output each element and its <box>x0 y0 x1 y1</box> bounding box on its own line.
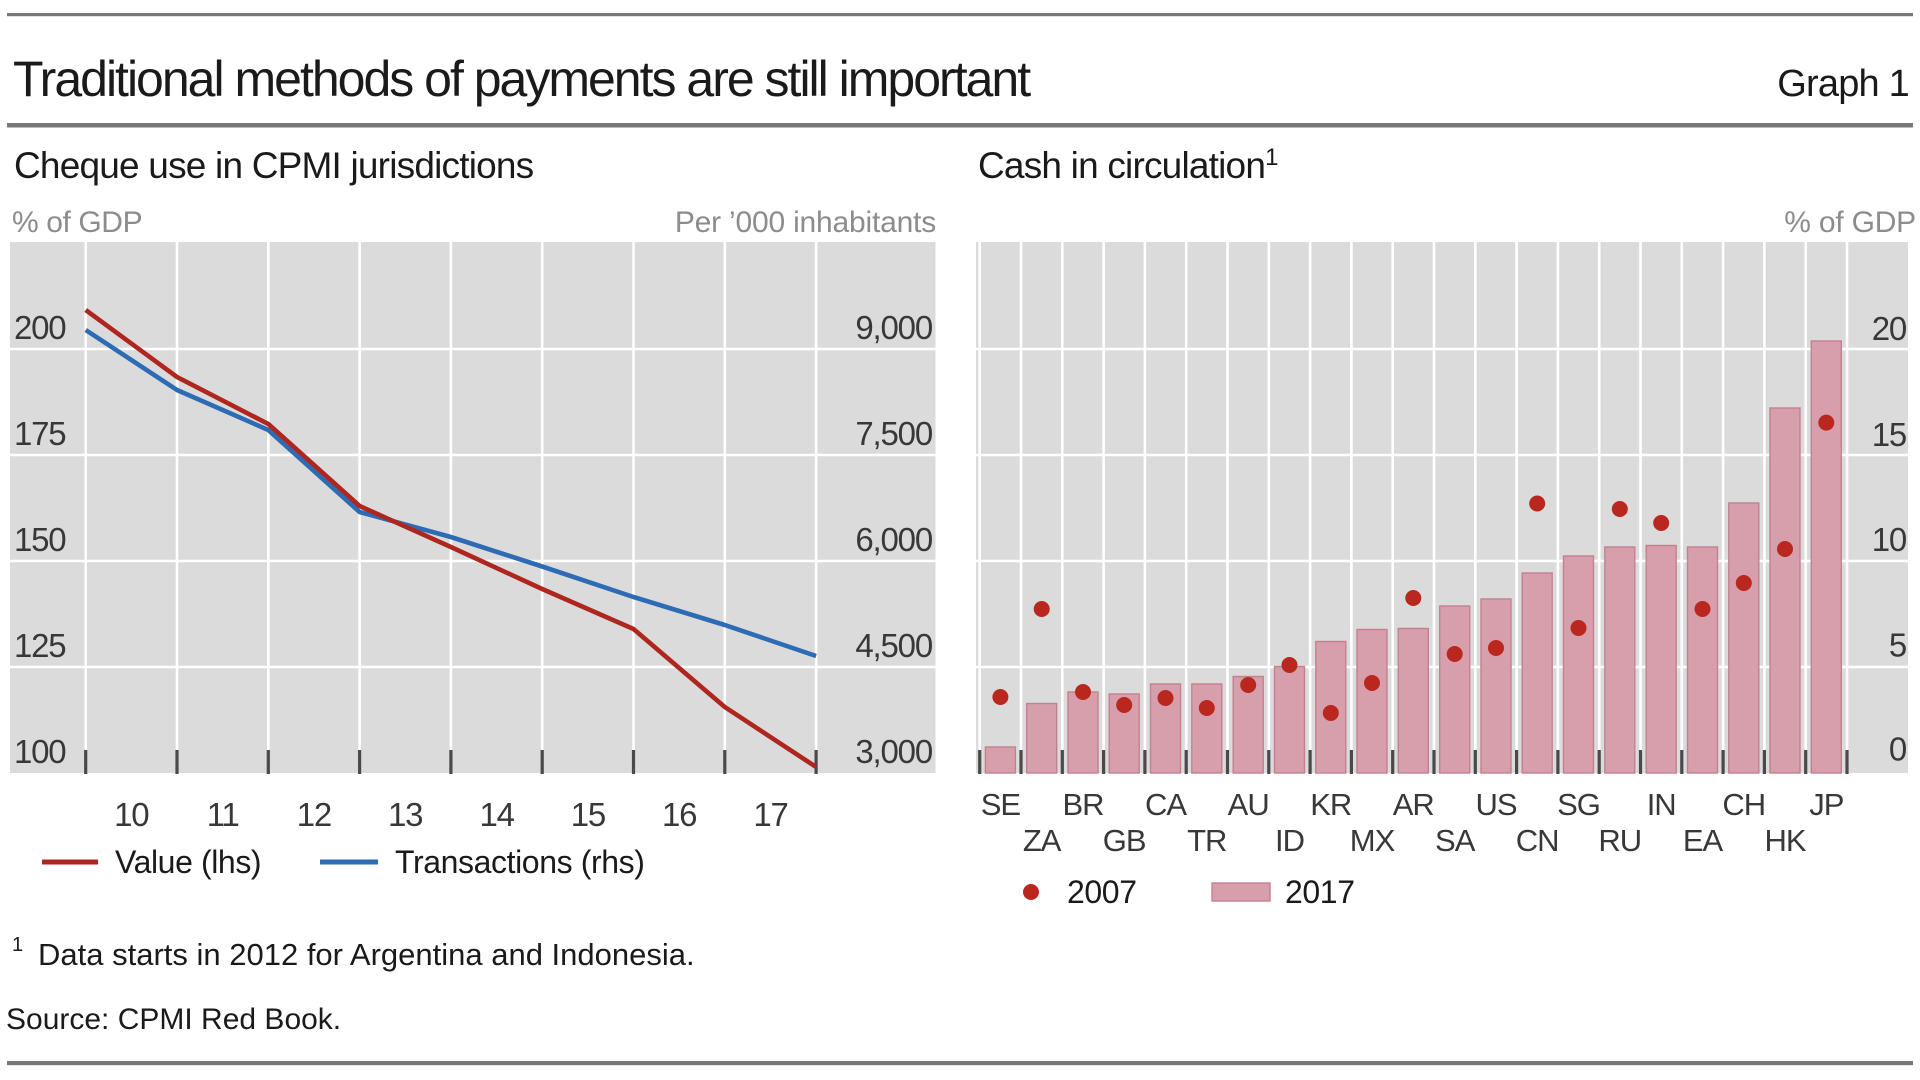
svg-text:15: 15 <box>571 796 605 833</box>
svg-text:17: 17 <box>753 796 787 833</box>
svg-text:GB: GB <box>1103 823 1146 858</box>
svg-text:7,500: 7,500 <box>855 415 932 452</box>
svg-text:% of GDP: % of GDP <box>1784 206 1916 239</box>
svg-text:US: US <box>1475 787 1516 822</box>
svg-text:AR: AR <box>1393 787 1434 822</box>
svg-text:IN: IN <box>1647 787 1676 822</box>
svg-text:0: 0 <box>1889 731 1907 768</box>
svg-text:ID: ID <box>1275 823 1304 858</box>
svg-text:5: 5 <box>1889 627 1906 664</box>
svg-text:150: 150 <box>14 521 66 558</box>
svg-text:SA: SA <box>1435 823 1476 858</box>
svg-text:Graph 1: Graph 1 <box>1777 63 1909 105</box>
svg-text:CH: CH <box>1722 787 1765 822</box>
svg-text:12: 12 <box>297 796 331 833</box>
svg-text:200: 200 <box>14 309 66 346</box>
svg-text:2017: 2017 <box>1285 874 1355 910</box>
svg-text:Cash in circulation1: Cash in circulation1 <box>978 144 1278 186</box>
svg-text:% of GDP: % of GDP <box>12 206 142 239</box>
svg-text:Value (lhs): Value (lhs) <box>115 844 261 880</box>
svg-text:SG: SG <box>1557 787 1600 822</box>
svg-text:15: 15 <box>1872 416 1906 453</box>
svg-text:TR: TR <box>1187 823 1226 858</box>
svg-text:MX: MX <box>1350 823 1396 858</box>
svg-text:RU: RU <box>1598 823 1641 858</box>
svg-text:14: 14 <box>479 796 514 833</box>
svg-text:10: 10 <box>1872 521 1907 558</box>
svg-text:Transactions (rhs): Transactions (rhs) <box>395 844 644 880</box>
svg-text:CN: CN <box>1516 823 1559 858</box>
svg-text:9,000: 9,000 <box>855 309 932 346</box>
svg-text:11: 11 <box>207 796 239 833</box>
svg-text:6,000: 6,000 <box>855 521 932 558</box>
svg-text:JP: JP <box>1809 787 1844 822</box>
svg-text:3,000: 3,000 <box>855 733 932 770</box>
svg-text:125: 125 <box>14 627 65 664</box>
svg-text:ZA: ZA <box>1023 823 1062 858</box>
svg-text:HK: HK <box>1764 823 1806 858</box>
svg-text:BR: BR <box>1062 787 1103 822</box>
svg-text:Data starts in 2012 for Argent: Data starts in 2012 for Argentina and In… <box>38 937 695 972</box>
svg-text:SE: SE <box>981 787 1021 822</box>
svg-text:2007: 2007 <box>1067 874 1137 910</box>
svg-text:175: 175 <box>14 415 65 452</box>
svg-text:KR: KR <box>1310 787 1351 822</box>
svg-text:AU: AU <box>1228 787 1269 822</box>
svg-text:Traditional methods of payment: Traditional methods of payments are stil… <box>13 51 1031 107</box>
svg-text:13: 13 <box>388 796 422 833</box>
svg-text:100: 100 <box>14 733 66 770</box>
svg-text:Source: CPMI Red Book.: Source: CPMI Red Book. <box>6 1003 341 1036</box>
svg-text:4,500: 4,500 <box>855 627 932 664</box>
svg-text:20: 20 <box>1872 310 1907 347</box>
svg-text:Per ’000 inhabitants: Per ’000 inhabitants <box>675 206 936 239</box>
svg-text:Cheque use in CPMI jurisdictio: Cheque use in CPMI jurisdictions <box>14 145 534 186</box>
svg-text:16: 16 <box>662 796 696 833</box>
svg-text:1: 1 <box>12 934 23 956</box>
svg-text:10: 10 <box>114 796 149 833</box>
svg-text:EA: EA <box>1683 823 1724 858</box>
svg-text:CA: CA <box>1145 787 1187 822</box>
